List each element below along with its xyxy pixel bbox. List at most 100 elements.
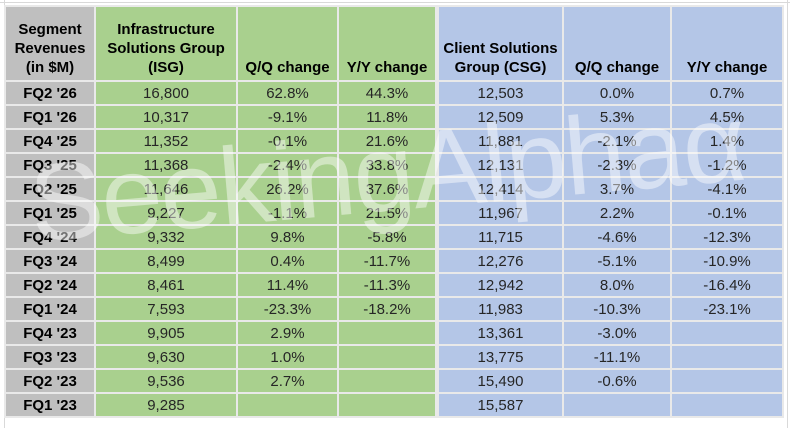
csg-yy-change-cell: 0.7% [672, 82, 782, 104]
isg-revenue-cell: 9,630 [96, 346, 236, 368]
table-row: FQ4 '23 9,905 2.9% 13,361 -3.0% [6, 322, 782, 344]
isg-revenue-cell: 11,352 [96, 130, 236, 152]
gridline-right [787, 0, 788, 428]
csg-qq-change-cell: -3.0% [564, 322, 670, 344]
isg-revenue-cell: 7,593 [96, 298, 236, 320]
isg-yy-change-cell: -18.2% [339, 298, 435, 320]
period-cell: FQ1 '25 [6, 202, 94, 224]
table-row: FQ1 '24 7,593 -23.3% -18.2% 11,983 -10.3% -23.… [6, 298, 782, 320]
isg-yy-change-cell: 44.3% [339, 82, 435, 104]
isg-yy-change-cell [339, 370, 435, 392]
isg-yy-change-header-cell: Y/Y change [339, 7, 435, 80]
period-cell: FQ3 '23 [6, 346, 94, 368]
corner-header-line: Revenues [14, 40, 86, 57]
csg-yy-change-cell: -12.3% [672, 226, 782, 248]
isg-qq-change-cell [238, 394, 337, 416]
csg-revenue-cell: 11,983 [437, 298, 562, 320]
csg-header-line: Client Solutions [443, 40, 558, 57]
csg-yy-change-cell [672, 394, 782, 416]
period-cell: FQ4 '25 [6, 130, 94, 152]
period-cell: FQ1 '26 [6, 106, 94, 128]
csg-qq-change-cell: 8.0% [564, 274, 670, 296]
isg-revenue-cell: 16,800 [96, 82, 236, 104]
csg-yy-change-cell: -1.2% [672, 154, 782, 176]
isg-header-line: Solutions Group [107, 40, 225, 57]
csg-header-cell: Client Solutions Group (CSG) [437, 7, 562, 80]
table-row: FQ2 '23 9,536 2.7% 15,490 -0.6% [6, 370, 782, 392]
csg-yy-change-cell: -16.4% [672, 274, 782, 296]
csg-revenue-cell: 12,414 [437, 178, 562, 200]
csg-header-line: Group (CSG) [454, 59, 547, 76]
csg-qq-change-cell: -4.6% [564, 226, 670, 248]
isg-qq-change-cell: 1.0% [238, 346, 337, 368]
csg-yy-change-cell [672, 322, 782, 344]
isg-header-line: (ISG) [148, 59, 184, 76]
csg-yy-change-cell: 4.5% [672, 106, 782, 128]
csg-qq-change-cell: -2.1% [564, 130, 670, 152]
csg-qq-change-cell: -10.3% [564, 298, 670, 320]
csg-revenue-cell: 11,967 [437, 202, 562, 224]
table-row: FQ1 '25 9,227 -1.1% 21.5% 11,967 2.2% -0.1% [6, 202, 782, 224]
table-row: FQ4 '25 11,352 -0.1% 21.6% 11,881 -2.1% 1.4% [6, 130, 782, 152]
csg-qq-change-cell [564, 394, 670, 416]
csg-yy-change-cell: -10.9% [672, 250, 782, 272]
isg-header-line: Infrastructure [117, 21, 215, 38]
period-cell: FQ2 '24 [6, 274, 94, 296]
csg-yy-change-cell [672, 370, 782, 392]
isg-qq-change-cell: 2.9% [238, 322, 337, 344]
csg-yy-change-cell: 1.4% [672, 130, 782, 152]
table-row: FQ2 '25 11,646 26.2% 37.6% 12,414 3.7% -4.1% [6, 178, 782, 200]
isg-revenue-cell: 8,499 [96, 250, 236, 272]
corner-header-line: Segment [18, 21, 82, 38]
period-cell: FQ3 '25 [6, 154, 94, 176]
csg-qq-change-cell: 5.3% [564, 106, 670, 128]
csg-qq-change-cell: 2.2% [564, 202, 670, 224]
corner-header-line: (in $M) [25, 59, 75, 76]
isg-revenue-cell: 9,536 [96, 370, 236, 392]
isg-qq-change-cell: -0.1% [238, 130, 337, 152]
segment-revenues-table: Segment Revenues (in $M) Infrastructure … [4, 5, 784, 418]
isg-revenue-cell: 11,646 [96, 178, 236, 200]
csg-qq-change-cell: 0.0% [564, 82, 670, 104]
isg-revenue-cell: 8,461 [96, 274, 236, 296]
csg-yy-change-header-cell: Y/Y change [672, 7, 782, 80]
isg-yy-change-cell: -11.7% [339, 250, 435, 272]
isg-yy-change-cell: 11.8% [339, 106, 435, 128]
csg-qq-change-cell: -11.1% [564, 346, 670, 368]
csg-qq-change-cell: -2.3% [564, 154, 670, 176]
table-row: FQ4 '24 9,332 9.8% -5.8% 11,715 -4.6% -12.3% [6, 226, 782, 248]
corner-header-cell: Segment Revenues (in $M) [6, 7, 94, 80]
csg-revenue-cell: 12,276 [437, 250, 562, 272]
isg-qq-change-header-cell: Q/Q change [238, 7, 337, 80]
table-row: FQ1 '26 10,317 -9.1% 11.8% 12,509 5.3% 4.5% [6, 106, 782, 128]
csg-yy-change-cell: -0.1% [672, 202, 782, 224]
csg-revenue-cell: 12,509 [437, 106, 562, 128]
period-cell: FQ2 '23 [6, 370, 94, 392]
isg-yy-change-cell: 33.8% [339, 154, 435, 176]
isg-qq-change-cell: 9.8% [238, 226, 337, 248]
isg-qq-change-cell: -23.3% [238, 298, 337, 320]
isg-qq-change-cell: 11.4% [238, 274, 337, 296]
isg-revenue-cell: 11,368 [96, 154, 236, 176]
isg-yy-change-cell: 37.6% [339, 178, 435, 200]
csg-revenue-cell: 13,775 [437, 346, 562, 368]
csg-yy-change-cell: -23.1% [672, 298, 782, 320]
isg-qq-change-cell: 26.2% [238, 178, 337, 200]
table-row: FQ3 '24 8,499 0.4% -11.7% 12,276 -5.1% -10.9% [6, 250, 782, 272]
isg-qq-change-cell: -2.4% [238, 154, 337, 176]
csg-qq-change-cell: -0.6% [564, 370, 670, 392]
isg-qq-change-cell: 0.4% [238, 250, 337, 272]
csg-revenue-cell: 12,131 [437, 154, 562, 176]
isg-yy-change-cell: -5.8% [339, 226, 435, 248]
csg-yy-change-cell [672, 346, 782, 368]
csg-revenue-cell: 15,587 [437, 394, 562, 416]
csg-revenue-cell: 11,881 [437, 130, 562, 152]
period-cell: FQ2 '26 [6, 82, 94, 104]
csg-revenue-cell: 13,361 [437, 322, 562, 344]
period-cell: FQ1 '24 [6, 298, 94, 320]
isg-yy-change-cell: -11.3% [339, 274, 435, 296]
table-row: FQ2 '26 16,800 62.8% 44.3% 12,503 0.0% 0.7% [6, 82, 782, 104]
period-cell: FQ4 '23 [6, 322, 94, 344]
isg-revenue-cell: 10,317 [96, 106, 236, 128]
isg-yy-change-cell [339, 394, 435, 416]
